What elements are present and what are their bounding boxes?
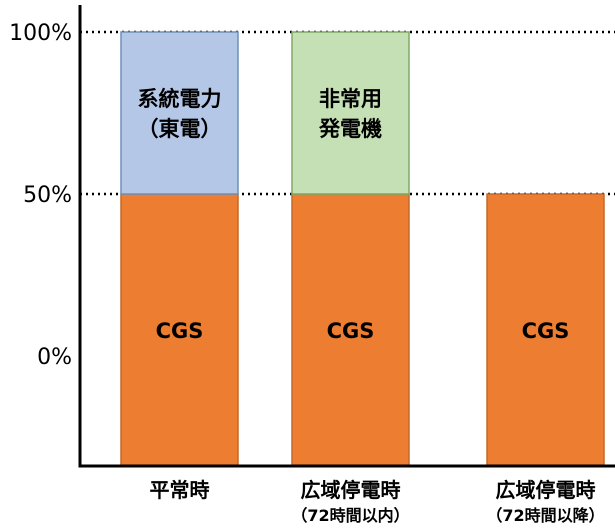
bar-segment [291,31,410,195]
x-category-sublabel: （72時間以降） [486,506,604,525]
bars: CGS 系統電力（東電） CGS 非常用発電機 CGS [120,31,605,467]
axes [78,5,615,468]
x-category-label: 平常時 [150,478,210,502]
x-category-sublabel: （72時間以内） [291,506,409,525]
y-tick-label: 0% [37,345,72,370]
x-category-label: 広域停電時 [496,478,596,502]
y-tick-label: 50% [23,183,72,208]
bar-segment [120,193,239,467]
bar-segment-label: CGS [327,319,375,343]
bar-segment [120,31,239,195]
x-axis-category-labels: 平常時 広域停電時 （72時間以内） 広域停電時 （72時間以降） [150,478,605,525]
bar-segment [291,193,410,467]
y-tick-label: 100% [9,21,72,46]
y-axis-tick-labels: 0% 50% 100% [9,21,72,370]
bar-segment-label: CGS [156,319,204,343]
bar-segment-label: 系統電力（東電） [138,87,222,141]
bar-segment-label: 非常用発電機 [318,87,382,141]
bar-segment-label: CGS [522,319,570,343]
bar-segment [486,193,605,467]
x-category-label: 広域停電時 [301,478,401,502]
